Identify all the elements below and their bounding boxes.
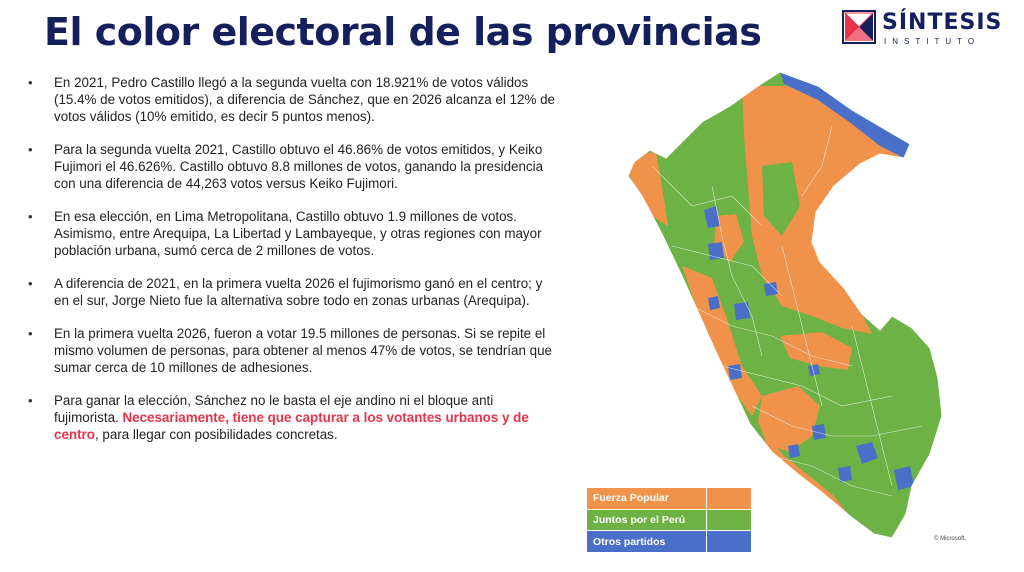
bullet-text: En la primera vuelta 2026, fueron a vota… [54,326,552,375]
bullet-text: En esa elección, en Lima Metropolitana, … [54,209,542,258]
bullet-text-before: Para ganar la elección, Sánchez no le ba… [54,393,494,425]
bullet-highlight: Necesariamente, tiene que capturar a los… [54,410,529,442]
logo-name: SÍNTESIS [882,10,1003,35]
legend-swatch [706,487,752,510]
bullet-text: A diferencia de 2021, en la primera vuel… [54,276,543,308]
bullet-item: • En 2021, Pedro Castillo llegó a la segu… [28,74,558,125]
legend-row: Fuerza Popular [586,487,752,510]
legend-swatch [706,530,752,553]
page-title: El color electoral de las provincias [44,10,762,54]
map-legend: Fuerza Popular Juntos por el Perú Otros … [586,487,752,553]
sintesis-logo: SÍNTESIS INSTITUTO [842,10,1002,48]
bullet-item: • En la primera vuelta 2026, fueron a vot… [28,325,558,376]
bullet-text: Para la segunda vuelta 2021, Castillo ob… [54,142,544,191]
logo-mark-icon [842,10,876,44]
legend-label: Fuerza Popular [586,487,707,510]
peru-electoral-map [627,71,943,539]
legend-swatch [706,508,752,532]
bullet-dot: • [28,393,33,408]
bullet-list: • En 2021, Pedro Castillo llegó a la segu… [28,74,558,459]
bullet-item: • Para ganar la elección, Sánchez no le b… [28,392,558,443]
bullet-dot: • [28,326,33,341]
logo-subtitle: INSTITUTO [884,37,981,46]
map-credit: © Microsoft, [934,536,967,542]
bullet-dot: • [28,209,33,224]
bullet-item: • En esa elección, en Lima Metropolitana,… [28,208,558,259]
bullet-item: • Para la segunda vuelta 2021, Castillo o… [28,141,558,192]
legend-row: Juntos por el Perú [586,508,752,532]
bullet-dot: • [28,75,33,90]
bullet-text: En 2021, Pedro Castillo llegó a la segun… [54,75,555,124]
bullet-dot: • [28,142,33,157]
legend-label: Otros partidos [586,530,707,553]
legend-label: Juntos por el Perú [586,508,707,532]
bullet-dot: • [28,276,33,291]
bullet-item: • A diferencia de 2021, en la primera vue… [28,275,558,309]
bullet-text-after: , para llegar con posibilidades concreta… [94,427,338,442]
legend-row: Otros partidos [586,530,752,553]
